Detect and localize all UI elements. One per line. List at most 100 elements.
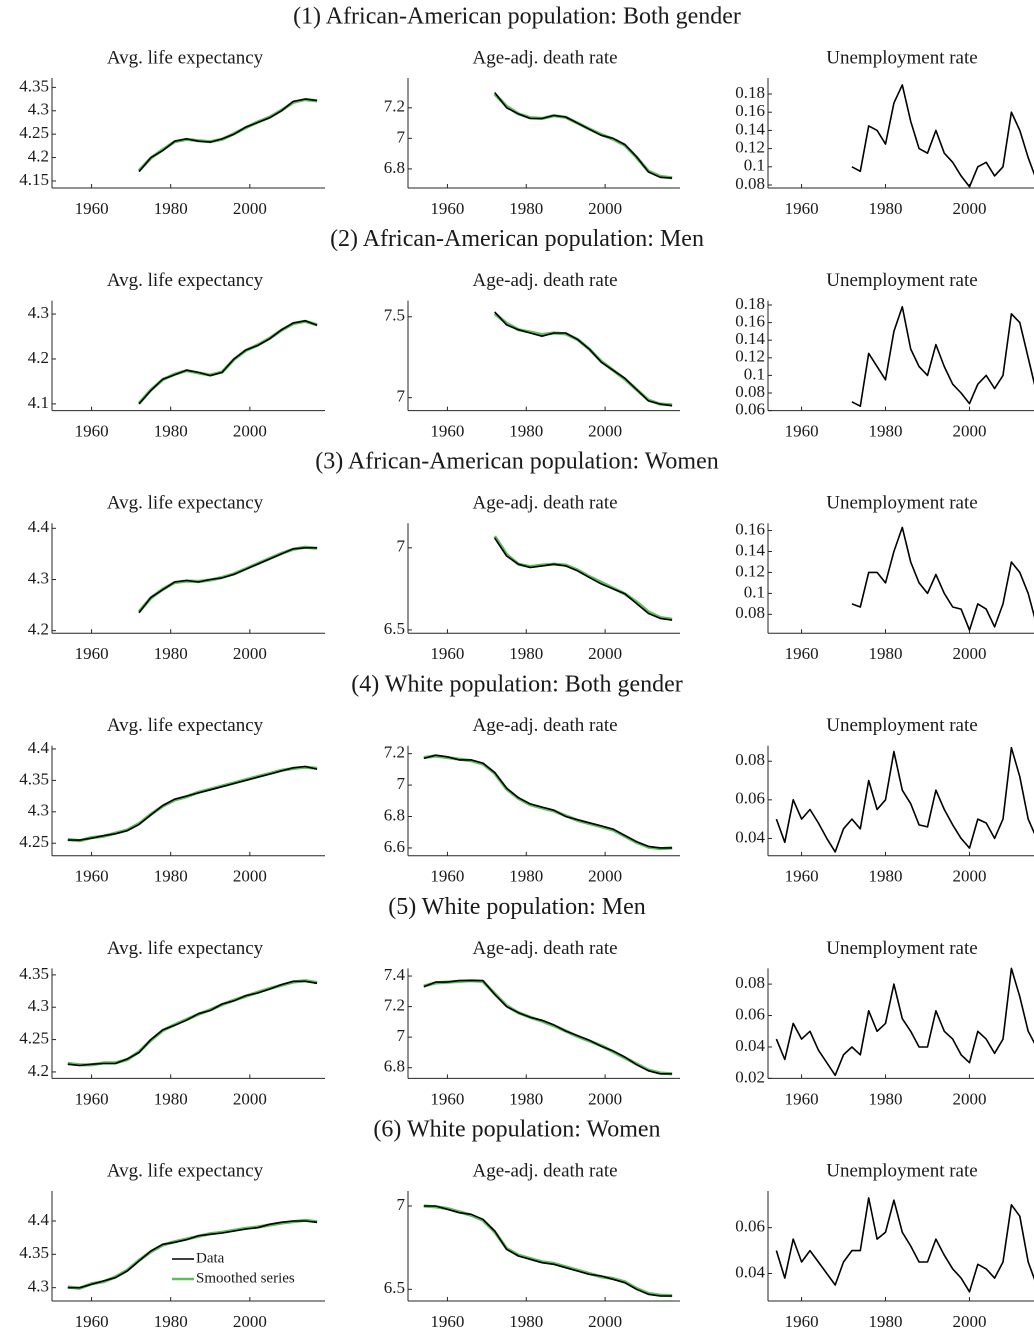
x-tick-label: 1960 <box>75 867 109 886</box>
y-tick-label: 6.6 <box>384 837 405 856</box>
y-tick-label: 6.8 <box>384 805 405 824</box>
y-tick-label: 0.04 <box>735 1036 765 1055</box>
y-tick-label: 0.08 <box>735 603 765 622</box>
y-tick-label: 7 <box>397 774 406 793</box>
y-tick-label: 6.5 <box>384 619 405 638</box>
data-line <box>775 746 1034 853</box>
y-tick-label: 0.06 <box>735 1004 765 1023</box>
section-title: (4) White population: Both gender <box>351 671 683 697</box>
y-tick-label: 4.3 <box>28 568 49 587</box>
x-tick-label: 2000 <box>588 644 622 663</box>
section-title: (6) White population: Women <box>373 1117 660 1143</box>
y-tick-label: 0.1 <box>744 156 765 175</box>
x-tick-label: 1980 <box>509 199 543 218</box>
y-tick-label: 4.2 <box>28 1061 49 1080</box>
x-tick-label: 2000 <box>952 644 986 663</box>
panel-title: Avg. life expectancy <box>107 938 264 959</box>
y-tick-label: 7.5 <box>384 306 405 325</box>
data-line <box>138 98 318 173</box>
x-tick-label: 1980 <box>869 422 903 441</box>
panel-title: Avg. life expectancy <box>107 493 264 514</box>
y-tick-label: 0.08 <box>735 174 765 193</box>
panel-title: Unemployment rate <box>826 1160 977 1181</box>
x-tick-label: 1960 <box>430 644 464 663</box>
x-tick-label: 2000 <box>952 199 986 218</box>
data-line <box>494 92 673 179</box>
y-tick-label: 7 <box>397 127 406 146</box>
panel-title: Age-adj. death rate <box>472 715 617 736</box>
data-line <box>851 84 1034 188</box>
data-line <box>775 967 1034 1077</box>
y-tick-label: 6.8 <box>384 158 405 177</box>
panel-title: Age-adj. death rate <box>472 47 617 68</box>
x-tick-label: 2000 <box>588 1089 622 1108</box>
y-tick-label: 0.06 <box>735 400 765 419</box>
y-tick-label: 0.1 <box>744 364 765 383</box>
smoothed-line <box>67 765 318 843</box>
data-line <box>851 526 1034 631</box>
data-line <box>851 306 1034 407</box>
y-tick-label: 4.4 <box>28 1210 50 1229</box>
y-tick-label: 4.25 <box>19 832 49 851</box>
panel-title: Avg. life expectancy <box>107 1160 264 1181</box>
x-tick-label: 2000 <box>233 422 267 441</box>
data-line <box>494 537 673 621</box>
y-tick-label: 4.3 <box>28 303 49 322</box>
x-tick-label: 2000 <box>588 199 622 218</box>
section-title: (2) African-American population: Men <box>330 226 704 252</box>
x-tick-label: 1960 <box>75 1089 109 1108</box>
y-tick-label: 7 <box>397 1026 406 1045</box>
y-tick-label: 4.3 <box>28 100 49 119</box>
y-tick-label: 4.35 <box>19 1243 49 1262</box>
y-tick-label: 7.2 <box>384 996 405 1015</box>
data-line <box>67 1220 318 1289</box>
y-tick-label: 4.2 <box>28 348 49 367</box>
smoothed-line <box>423 754 673 851</box>
y-tick-label: 0.02 <box>735 1067 765 1086</box>
data-line <box>423 979 673 1075</box>
x-tick-label: 1960 <box>430 422 464 441</box>
y-tick-label: 4.35 <box>19 76 49 95</box>
x-tick-label: 1980 <box>154 199 188 218</box>
y-tick-label: 0.08 <box>735 973 765 992</box>
y-tick-label: 0.08 <box>735 382 765 401</box>
smoothed-line <box>493 535 673 621</box>
smoothed-line <box>423 979 673 1076</box>
x-tick-label: 2000 <box>952 867 986 886</box>
x-tick-label: 1960 <box>785 867 819 886</box>
x-tick-label: 2000 <box>588 422 622 441</box>
legend-label: Data <box>196 1250 225 1266</box>
x-tick-label: 2000 <box>952 1089 986 1108</box>
y-tick-label: 4.25 <box>19 1028 49 1047</box>
x-tick-label: 1960 <box>785 422 819 441</box>
panel-title: Unemployment rate <box>826 715 977 736</box>
x-tick-label: 1960 <box>75 1312 109 1331</box>
y-tick-label: 0.04 <box>735 827 765 846</box>
y-tick-label: 4.25 <box>19 123 49 142</box>
x-tick-label: 1960 <box>75 199 109 218</box>
y-tick-label: 0.14 <box>735 329 765 348</box>
y-tick-label: 4.3 <box>28 1277 49 1296</box>
x-tick-label: 1980 <box>154 1089 188 1108</box>
x-tick-label: 1980 <box>509 1312 543 1331</box>
y-tick-label: 4.35 <box>19 769 49 788</box>
y-tick-label: 0.12 <box>735 138 765 157</box>
x-tick-label: 2000 <box>952 422 986 441</box>
data-line <box>67 765 318 841</box>
y-tick-label: 4.4 <box>28 738 50 757</box>
smoothed-line <box>67 979 318 1067</box>
x-tick-label: 1980 <box>869 199 903 218</box>
x-tick-label: 1980 <box>869 867 903 886</box>
y-tick-label: 6.8 <box>384 1057 405 1076</box>
panel-title: Age-adj. death rate <box>472 493 617 514</box>
panel-title: Age-adj. death rate <box>472 1160 617 1181</box>
x-tick-label: 1980 <box>509 422 543 441</box>
x-tick-label: 1980 <box>154 644 188 663</box>
y-tick-label: 4.35 <box>19 964 49 983</box>
y-tick-label: 7.4 <box>384 965 406 984</box>
x-tick-label: 1980 <box>154 422 188 441</box>
x-tick-label: 1960 <box>785 1312 819 1331</box>
x-tick-label: 2000 <box>233 1312 267 1331</box>
smoothed-line <box>493 312 673 407</box>
